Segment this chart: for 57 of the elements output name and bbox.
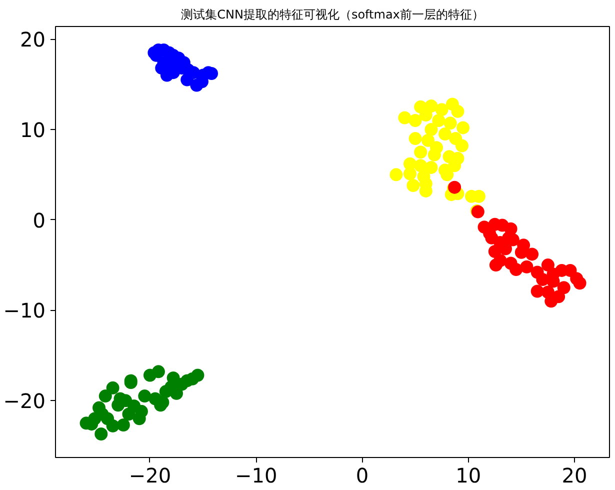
point [398, 111, 412, 124]
y-tick-label: −10 [3, 298, 46, 323]
point [191, 368, 204, 382]
point [106, 419, 120, 432]
y-tick-label: −20 [3, 389, 46, 414]
point [526, 248, 539, 261]
point [514, 246, 528, 259]
point [455, 139, 468, 152]
point [428, 148, 441, 162]
point [444, 116, 457, 130]
point [408, 132, 422, 146]
point [92, 401, 106, 414]
point [435, 103, 448, 116]
point [489, 258, 502, 272]
point [498, 242, 512, 256]
point [106, 381, 120, 394]
point [424, 123, 438, 136]
point [122, 408, 136, 421]
y-tick-label: 10 [20, 118, 46, 142]
point [408, 114, 422, 127]
x-tick-label: 0 [356, 464, 369, 488]
point [88, 412, 102, 426]
point [510, 263, 523, 276]
point [424, 160, 438, 174]
point [94, 428, 108, 440]
point [422, 134, 435, 147]
point [536, 273, 550, 286]
point [541, 258, 554, 272]
point [116, 418, 130, 432]
point [456, 121, 470, 134]
x-tick-label: 20 [562, 464, 588, 488]
point [112, 398, 125, 412]
point [180, 73, 194, 86]
point [414, 146, 428, 159]
point [390, 168, 403, 182]
point [132, 412, 146, 426]
point [155, 62, 168, 75]
point [98, 390, 112, 403]
point [573, 276, 586, 290]
point [432, 114, 446, 127]
point [152, 365, 165, 378]
point [530, 284, 544, 298]
y-tick-label: 0 [32, 208, 46, 232]
x-tick-label: −10 [234, 464, 278, 488]
point [520, 260, 534, 274]
point [403, 167, 416, 180]
point [451, 104, 464, 118]
point [166, 372, 180, 384]
point [138, 390, 152, 403]
point [406, 179, 420, 192]
point [438, 128, 452, 141]
point [557, 281, 570, 294]
y-tick-label: 20 [20, 28, 46, 52]
x-tick-label: −20 [128, 464, 172, 488]
x-tick-label: 10 [456, 464, 482, 488]
point [419, 108, 432, 122]
chart-title: 测试集CNN提取的特征可视化（softmax前一层的特征） [181, 8, 484, 22]
